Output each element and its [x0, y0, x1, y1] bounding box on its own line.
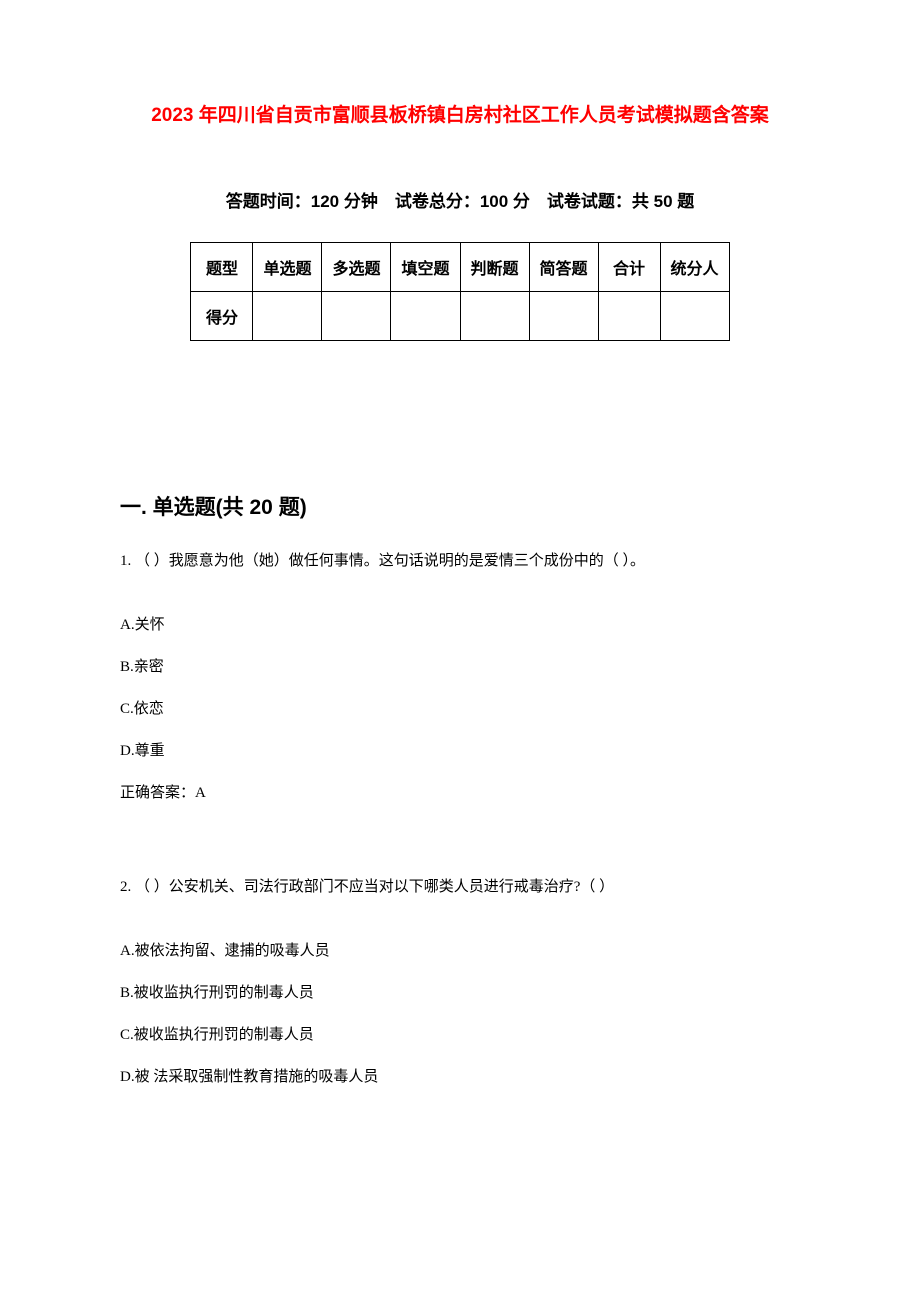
table-header: 判断题 [460, 243, 529, 292]
answer-value: A [195, 785, 206, 801]
option-text: 尊重 [135, 743, 165, 759]
table-header: 合计 [598, 243, 660, 292]
option-text: 被收监执行刑罚的制毒人员 [134, 1027, 314, 1043]
question-block: 2. （ ）公安机关、司法行政部门不应当对以下哪类人员进行戒毒治疗?（ ） A.… [120, 875, 800, 1089]
table-cell [529, 292, 598, 341]
question-block: 1. （ ）我愿意为他（她）做任何事情。这句话说明的是爱情三个成份中的（ ）。 … [120, 549, 800, 805]
option-label: B. [120, 659, 134, 675]
table-header-row: 题型 单选题 多选题 填空题 判断题 简答题 合计 统分人 [191, 243, 729, 292]
option-text: 依恋 [134, 701, 164, 717]
question-number: 2. [120, 879, 131, 895]
option-text: 被收监执行刑罚的制毒人员 [134, 985, 314, 1001]
table-cell [253, 292, 322, 341]
table-cell [660, 292, 729, 341]
table-row: 得分 [191, 292, 729, 341]
option: B.亲密 [120, 655, 800, 679]
table-header: 统分人 [660, 243, 729, 292]
document-title: 2023 年四川省自贡市富顺县板桥镇白房村社区工作人员考试模拟题含答案 [120, 100, 800, 127]
table-header: 题型 [191, 243, 253, 292]
option-text: 被 法采取强制性教育措施的吸毒人员 [135, 1069, 379, 1085]
option-label: C. [120, 701, 134, 717]
option-label: A. [120, 617, 135, 633]
table-cell [391, 292, 460, 341]
option-label: D. [120, 1069, 135, 1085]
table-header: 填空题 [391, 243, 460, 292]
option: D.被 法采取强制性教育措施的吸毒人员 [120, 1065, 800, 1089]
option: A.被依法拘留、逮捕的吸毒人员 [120, 939, 800, 963]
table-header: 多选题 [322, 243, 391, 292]
question-number: 1. [120, 553, 131, 569]
option-label: A. [120, 943, 135, 959]
option: D.尊重 [120, 739, 800, 763]
table-row-label: 得分 [191, 292, 253, 341]
question-text: 1. （ ）我愿意为他（她）做任何事情。这句话说明的是爱情三个成份中的（ ）。 [120, 549, 800, 573]
table-cell [322, 292, 391, 341]
question-body: （ ）我愿意为他（她）做任何事情。这句话说明的是爱情三个成份中的（ ）。 [135, 553, 645, 569]
option-label: D. [120, 743, 135, 759]
option-text: 被依法拘留、逮捕的吸毒人员 [135, 943, 330, 959]
table-cell [598, 292, 660, 341]
option-label: C. [120, 1027, 134, 1043]
section-heading: 一. 单选题(共 20 题) [120, 491, 800, 521]
answer-label: 正确答案： [120, 785, 195, 801]
score-table: 题型 单选题 多选题 填空题 判断题 简答题 合计 统分人 得分 [190, 242, 729, 341]
exam-info: 答题时间：120 分钟 试卷总分：100 分 试卷试题：共 50 题 [120, 187, 800, 212]
question-body: （ ）公安机关、司法行政部门不应当对以下哪类人员进行戒毒治疗?（ ） [135, 879, 614, 895]
table-cell [460, 292, 529, 341]
option: C.依恋 [120, 697, 800, 721]
option-text: 亲密 [134, 659, 164, 675]
option-label: B. [120, 985, 134, 1001]
option: C.被收监执行刑罚的制毒人员 [120, 1023, 800, 1047]
answer: 正确答案：A [120, 781, 800, 805]
option: A.关怀 [120, 613, 800, 637]
table-header: 单选题 [253, 243, 322, 292]
option: B.被收监执行刑罚的制毒人员 [120, 981, 800, 1005]
table-header: 简答题 [529, 243, 598, 292]
question-text: 2. （ ）公安机关、司法行政部门不应当对以下哪类人员进行戒毒治疗?（ ） [120, 875, 800, 899]
option-text: 关怀 [135, 617, 165, 633]
